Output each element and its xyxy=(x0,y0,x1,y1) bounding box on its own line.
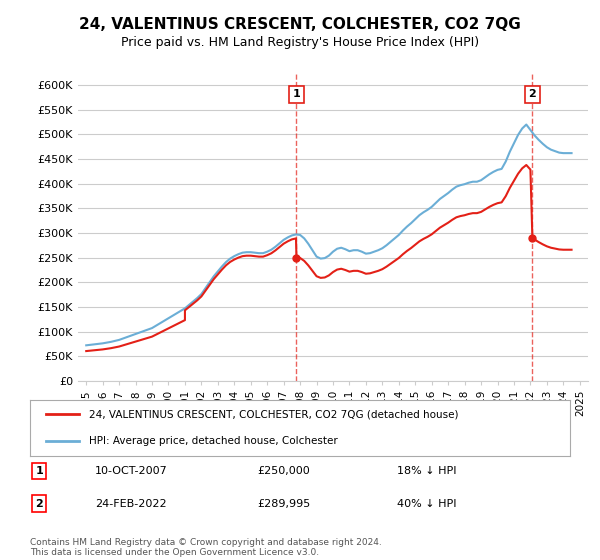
Text: £289,995: £289,995 xyxy=(257,499,310,508)
Text: 1: 1 xyxy=(293,90,301,99)
Text: 24, VALENTINUS CRESCENT, COLCHESTER, CO2 7QG (detached house): 24, VALENTINUS CRESCENT, COLCHESTER, CO2… xyxy=(89,409,459,419)
Text: 1: 1 xyxy=(35,466,43,476)
Text: Price paid vs. HM Land Registry's House Price Index (HPI): Price paid vs. HM Land Registry's House … xyxy=(121,36,479,49)
Text: Contains HM Land Registry data © Crown copyright and database right 2024.
This d: Contains HM Land Registry data © Crown c… xyxy=(30,538,382,557)
Text: HPI: Average price, detached house, Colchester: HPI: Average price, detached house, Colc… xyxy=(89,436,338,446)
Text: £250,000: £250,000 xyxy=(257,466,310,476)
Text: 2: 2 xyxy=(529,90,536,99)
Text: 40% ↓ HPI: 40% ↓ HPI xyxy=(397,499,457,508)
Text: 2: 2 xyxy=(35,499,43,508)
Text: 24-FEB-2022: 24-FEB-2022 xyxy=(95,499,166,508)
Text: 24, VALENTINUS CRESCENT, COLCHESTER, CO2 7QG: 24, VALENTINUS CRESCENT, COLCHESTER, CO2… xyxy=(79,17,521,32)
Text: 18% ↓ HPI: 18% ↓ HPI xyxy=(397,466,457,476)
Text: 10-OCT-2007: 10-OCT-2007 xyxy=(95,466,167,476)
